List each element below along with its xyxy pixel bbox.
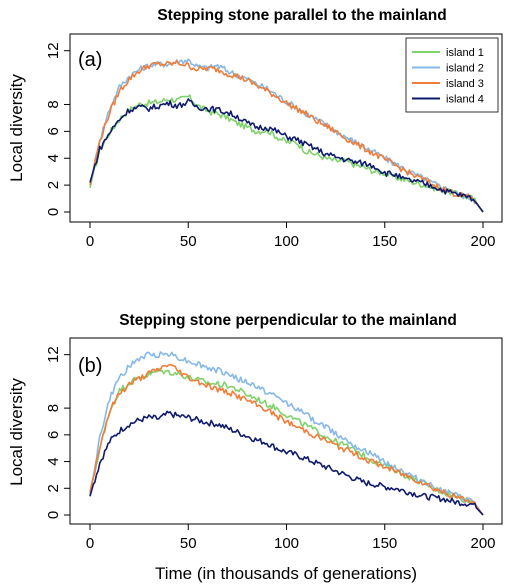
series-line-island-1 (89, 94, 484, 213)
series-line-island-3 (89, 59, 484, 213)
y-tick-label: 2 (45, 484, 62, 492)
panel-a-tag: (a) (78, 49, 102, 71)
series-line-island-2 (89, 351, 484, 516)
y-tick-label: 8 (45, 404, 62, 412)
x-tick-label: 200 (470, 535, 495, 552)
panel-a-x-ticks: 0 50 100 150 200 (86, 221, 496, 250)
x-tick-label: 50 (180, 233, 197, 250)
y-tick-label: 12 (45, 346, 62, 363)
x-tick-label: 100 (274, 233, 299, 250)
panel-b-x-ticks: 0 50 100 150 200 (86, 523, 496, 552)
y-tick-label: 2 (45, 181, 62, 189)
series-line-island-3 (89, 363, 484, 516)
y-tick-label: 6 (45, 431, 62, 439)
x-tick-label: 200 (470, 233, 495, 250)
legend-label-island-1: island 1 (446, 47, 484, 59)
legend: island 1 island 2 island 3 island 4 (405, 37, 499, 113)
panel-a-series (89, 58, 484, 213)
panel-a-y-ticks: 0 2 4 6 8 12 (45, 42, 71, 216)
panel-b-y-ticks: 0 2 4 6 8 12 (45, 346, 71, 519)
legend-label-island-3: island 3 (446, 78, 484, 90)
panel-b: Stepping stone perpendicular to the main… (7, 312, 503, 583)
legend-items: island 1 island 2 island 3 island 4 (412, 47, 484, 106)
panel-b-tag: (b) (78, 355, 102, 377)
x-tick-label: 100 (274, 535, 299, 552)
legend-label-island-2: island 2 (446, 63, 484, 75)
series-line-island-4 (89, 410, 484, 516)
y-tick-label: 6 (45, 127, 62, 135)
series-line-island-2 (89, 58, 484, 213)
legend-box (405, 37, 499, 113)
x-tick-label: 0 (86, 233, 94, 250)
y-tick-label: 4 (45, 457, 62, 465)
x-tick-label: 0 (86, 535, 94, 552)
y-tick-label: 0 (45, 511, 62, 519)
x-tick-label: 150 (372, 233, 397, 250)
y-tick-label: 12 (45, 42, 62, 59)
panel-b-y-axis-label: Local diversity (7, 378, 26, 486)
x-tick-label: 50 (180, 535, 197, 552)
panel-a-title: Stepping stone parallel to the mainland (157, 7, 446, 24)
panel-a: Stepping stone parallel to the mainland … (7, 7, 503, 250)
series-line-island-4 (89, 98, 484, 213)
panel-b-series (89, 351, 484, 516)
x-tick-label: 150 (372, 535, 397, 552)
panel-a-y-axis-label: Local diversity (7, 74, 26, 182)
x-axis-label: Time (in thousands of generations) (155, 564, 417, 583)
y-tick-label: 4 (45, 154, 62, 162)
legend-label-island-4: island 4 (446, 94, 484, 106)
panel-b-title: Stepping stone perpendicular to the main… (119, 312, 457, 329)
y-tick-label: 8 (45, 100, 62, 108)
panel-b-plot-box (69, 337, 503, 525)
y-tick-label: 0 (45, 208, 62, 216)
